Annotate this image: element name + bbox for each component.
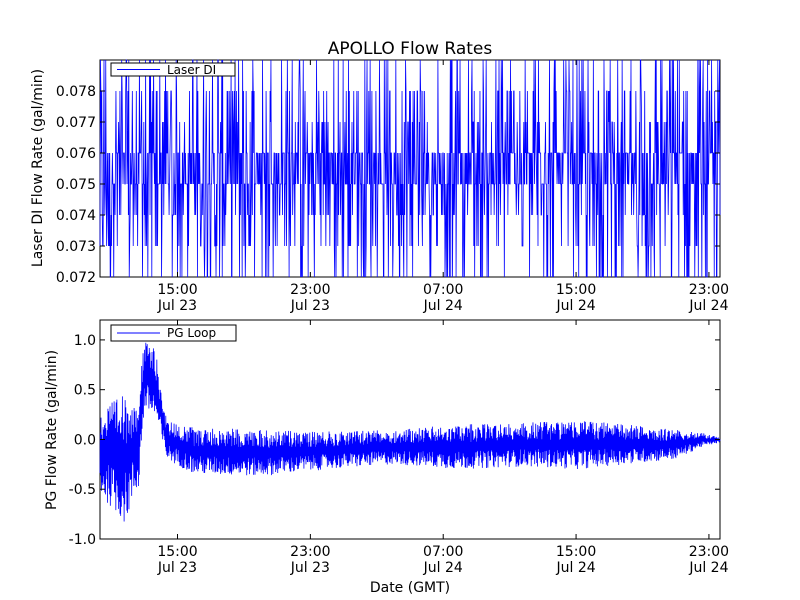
bottom-x-tick-date: Jul 23 (157, 560, 197, 576)
bottom-x-axis-label: Date (GMT) (370, 580, 450, 596)
top-x-tick-date: Jul 24 (555, 298, 595, 314)
top-x-tick-time: 15:00 (157, 282, 197, 298)
bottom-legend: PG Loop (110, 324, 237, 342)
bottom-x-tick-date: Jul 23 (290, 560, 330, 576)
top-x-tick-time: 23:00 (689, 282, 729, 298)
bottom-series-pg-loop (99, 342, 721, 522)
top-legend-box (110, 62, 236, 77)
top-axes: 0.072 0.073 0.074 0.075 0.076 0.077 0.078 15:00… (30, 59, 729, 314)
bottom-y-tick-label: -0.5 (69, 482, 96, 498)
bottom-x-tick-time: 15:00 (556, 544, 596, 560)
top-x-tick-date: Jul 24 (688, 298, 728, 314)
top-y-tick-label: 0.072 (56, 270, 96, 286)
bottom-y-tick-label: 0.0 (74, 432, 96, 448)
bottom-y-tick-label: -1.0 (69, 532, 96, 548)
bottom-x-tick-time: 23:00 (689, 544, 729, 560)
top-ticks: 0.072 0.073 0.074 0.075 0.076 0.077 0.078 15:00… (56, 60, 729, 314)
top-y-tick-label: 0.078 (56, 84, 96, 100)
top-y-tick-label: 0.077 (56, 115, 96, 131)
top-x-tick-date: Jul 23 (290, 298, 330, 314)
bottom-x-tick-date: Jul 24 (555, 560, 595, 576)
top-legend: Laser DI (110, 62, 236, 77)
laser-di-line (99, 59, 721, 278)
bottom-x-tick-date: Jul 24 (423, 560, 463, 576)
bottom-y-tick-label: 1.0 (74, 333, 96, 349)
top-x-tick-time: 15:00 (556, 282, 596, 298)
bottom-x-tick-date: Jul 24 (688, 560, 728, 576)
bottom-legend-label: PG Loop (167, 326, 216, 340)
top-series-laser-di (99, 59, 721, 278)
top-y-tick-label: 0.075 (56, 177, 96, 193)
top-legend-label: Laser DI (167, 63, 216, 77)
top-y-tick-label: 0.073 (56, 239, 96, 255)
top-y-axis-label: Laser DI Flow Rate (gal/min) (30, 69, 46, 267)
top-y-tick-label: 0.074 (56, 208, 96, 224)
bottom-x-tick-time: 15:00 (157, 544, 197, 560)
top-x-tick-time: 07:00 (423, 282, 463, 298)
chart-title: APOLLO Flow Rates (328, 39, 493, 59)
bottom-x-tick-time: 07:00 (423, 544, 463, 560)
bottom-x-tick-time: 23:00 (290, 544, 330, 560)
bottom-legend-box (110, 324, 237, 342)
pg-loop-line (99, 342, 721, 522)
top-x-tick-date: Jul 24 (423, 298, 463, 314)
top-y-tick-label: 0.076 (56, 146, 96, 162)
top-x-tick-date: Jul 23 (157, 298, 197, 314)
bottom-y-axis-label: PG Flow Rate (gal/min) (44, 350, 60, 510)
bottom-y-tick-label: 0.5 (74, 383, 96, 399)
top-x-tick-time: 23:00 (290, 282, 330, 298)
